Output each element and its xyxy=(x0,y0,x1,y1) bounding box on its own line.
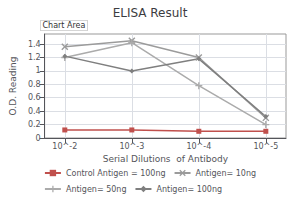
svg-text:1.4: 1.4 xyxy=(28,40,41,49)
svg-text:Antigen= 50ng: Antigen= 50ng xyxy=(66,185,127,194)
svg-text:0.6: 0.6 xyxy=(28,93,41,102)
svg-text:Chart Area: Chart Area xyxy=(43,21,86,30)
svg-text:10^-2: 10^-2 xyxy=(52,142,77,151)
svg-text:Antigen= 100ng: Antigen= 100ng xyxy=(156,185,222,194)
svg-text:Serial Dilutions of Antibody: Serial Dilutions of Antibody xyxy=(103,154,229,164)
svg-text:O.D. Reading: O.D. Reading xyxy=(8,57,18,116)
svg-text:0.8: 0.8 xyxy=(28,80,41,89)
svg-text:10^-4: 10^-4 xyxy=(186,142,211,151)
svg-text:Control Antigen = 100ng: Control Antigen = 100ng xyxy=(66,169,166,178)
svg-text:10^-5: 10^-5 xyxy=(253,142,278,151)
svg-text:1.2: 1.2 xyxy=(28,53,41,62)
svg-text:10^-3: 10^-3 xyxy=(119,142,144,151)
svg-text:0.2: 0.2 xyxy=(28,120,41,129)
svg-text:ELISA Result: ELISA Result xyxy=(113,6,188,20)
svg-text:0: 0 xyxy=(36,134,41,143)
svg-text:Antigen= 10ng: Antigen= 10ng xyxy=(196,169,257,178)
svg-text:0.4: 0.4 xyxy=(28,107,41,116)
svg-text:1: 1 xyxy=(36,66,41,75)
